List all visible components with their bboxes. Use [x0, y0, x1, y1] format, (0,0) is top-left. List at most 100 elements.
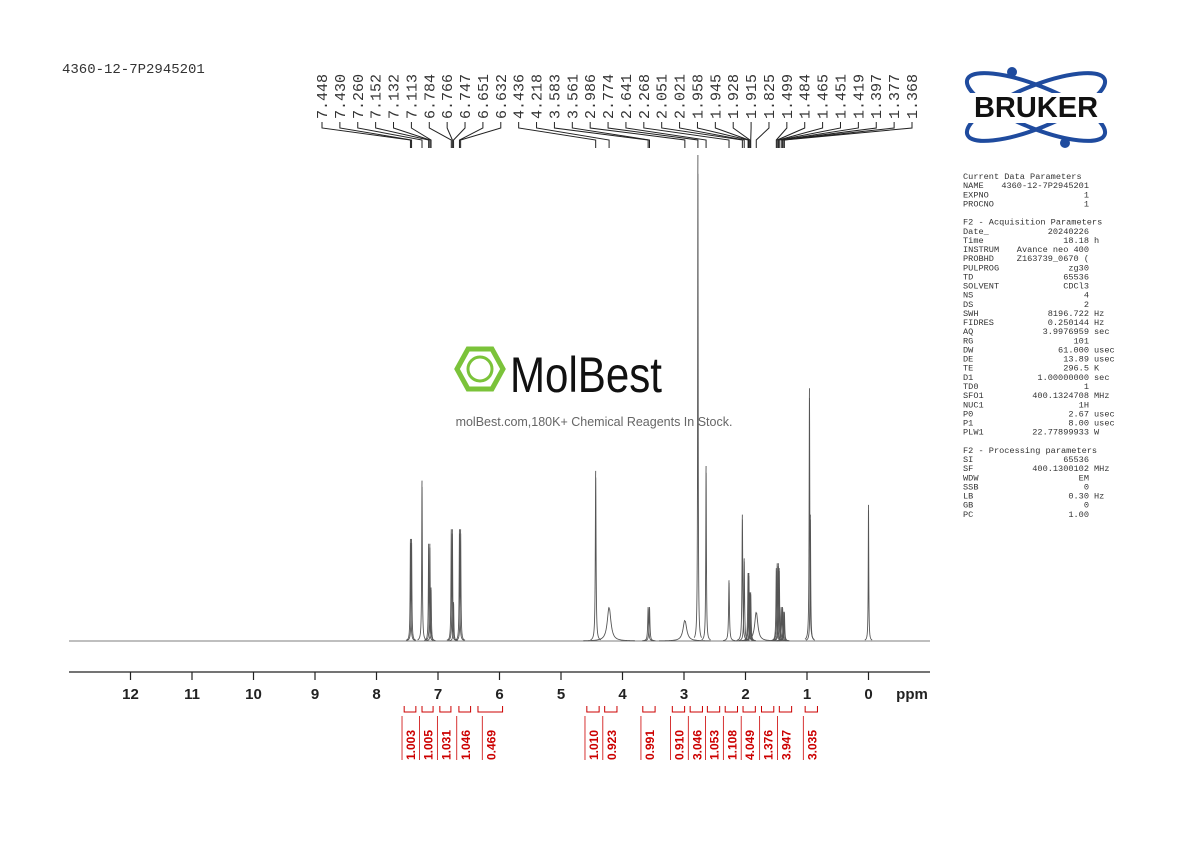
param-value: 400.1300102 — [1032, 464, 1089, 474]
peak-label: 3.583 — [547, 74, 564, 119]
peak-label: 2.051 — [655, 74, 672, 119]
peak-leader — [321, 122, 411, 148]
integral-label: 1.031 — [439, 730, 453, 760]
peak-label: 1.958 — [690, 74, 707, 119]
peak-label: 7.260 — [351, 74, 368, 119]
peak-label: 4.218 — [530, 74, 547, 119]
param-value: 20240226 — [1048, 227, 1089, 237]
param-value: 3.9976959 — [1043, 327, 1089, 337]
param-name: PROBHD — [963, 254, 994, 264]
peak-leader — [428, 122, 452, 148]
param-unit: MHz — [1094, 464, 1109, 474]
param-name: TE — [963, 364, 973, 374]
peak-leader — [339, 122, 413, 148]
peak-leader — [714, 122, 750, 148]
param-value: 4 — [1084, 291, 1089, 301]
x-tick-label: 1 — [803, 686, 811, 703]
param-section-title: F2 - Processing parameters — [963, 446, 1097, 456]
param-name: DW — [963, 345, 974, 355]
peak-leader — [607, 122, 699, 148]
param-value: 8.00 — [1068, 419, 1089, 429]
param-unit: usec — [1094, 419, 1115, 429]
peak — [406, 538, 417, 641]
param-name: AQ — [963, 327, 973, 337]
integral-label: 1.376 — [762, 730, 776, 760]
param-name: TD — [963, 272, 973, 282]
sample-id: 4360-12-7P2945201 — [62, 62, 205, 78]
param-value: Avance neo 400 — [1017, 245, 1089, 255]
param-name: D1 — [963, 373, 973, 383]
watermark-ring — [466, 355, 494, 383]
x-tick-label: 5 — [557, 686, 565, 703]
peak — [583, 606, 635, 642]
x-tick-label: 3 — [680, 686, 688, 703]
peak-label: 7.448 — [315, 74, 332, 119]
peak — [701, 466, 711, 641]
param-value: 4360-12-7P2945201 — [1001, 181, 1089, 191]
param-unit: usec — [1094, 345, 1115, 355]
param-unit: MHz — [1094, 391, 1109, 401]
peak-leader — [661, 122, 743, 148]
integral-bracket — [689, 706, 703, 713]
peak-label: 6.784 — [422, 74, 439, 119]
param-name: P0 — [963, 409, 973, 419]
param-value: 18.18 — [1063, 236, 1089, 246]
integral-bracket — [586, 706, 600, 713]
param-value: 1H — [1079, 400, 1089, 410]
param-name: DE — [963, 355, 973, 365]
integral-label: 3.947 — [779, 730, 793, 760]
param-value: 1 — [1084, 382, 1089, 392]
watermark-hexagon — [454, 346, 506, 392]
integral-label: 1.108 — [725, 730, 739, 760]
param-name: WDW — [963, 473, 979, 483]
peak-leader — [777, 122, 824, 148]
param-name: PLW1 — [963, 428, 984, 438]
watermark-tagline: molBest.com,180K+ Chemical Reagents In S… — [456, 415, 733, 429]
integral-label: 0.991 — [643, 730, 657, 760]
integral-label: 1.046 — [459, 730, 473, 760]
x-tick-label: 2 — [741, 686, 749, 703]
param-name: PC — [963, 510, 973, 520]
integral-label: 1.053 — [708, 730, 722, 760]
param-name: LB — [963, 492, 973, 502]
peak-leader — [536, 122, 610, 148]
param-name: PROCNO — [963, 199, 994, 209]
peak-label: 1.419 — [851, 74, 868, 119]
param-name: GB — [963, 501, 973, 511]
integral-bracket — [421, 706, 434, 713]
peak-label: 1.377 — [887, 74, 904, 119]
watermark-name: MolBest — [510, 347, 662, 403]
peak-label: 4.436 — [512, 74, 529, 119]
param-value: 101 — [1074, 336, 1089, 346]
param-name: SFO1 — [963, 391, 984, 401]
peak-leader — [518, 122, 597, 148]
peak-leader — [410, 122, 432, 148]
peak-label: 3.561 — [565, 74, 582, 119]
logo-dot — [1060, 138, 1070, 148]
peak — [779, 611, 790, 642]
peak — [805, 514, 815, 641]
param-value: Z163739_0670 ( — [1017, 254, 1089, 264]
peak — [405, 538, 416, 641]
logo-orbit — [964, 71, 1108, 143]
peak-label: 2.268 — [637, 74, 654, 119]
peak-leader — [783, 122, 895, 148]
integral-bracket — [477, 706, 504, 713]
peak-leader — [775, 122, 788, 148]
peak — [723, 580, 735, 642]
param-name: Date_ — [963, 227, 990, 237]
param-value: 8196.722 — [1048, 309, 1089, 319]
param-value: 0.250144 — [1048, 318, 1089, 328]
peak-leader — [460, 122, 502, 148]
peak-leader — [776, 122, 806, 148]
param-section-title: Current Data Parameters — [963, 172, 1082, 182]
peak-leader — [782, 122, 877, 148]
integral-label: 0.910 — [672, 730, 686, 760]
x-tick-label: 4 — [618, 686, 627, 703]
param-value: 0.30 — [1068, 492, 1089, 502]
param-value: zg30 — [1068, 263, 1089, 273]
param-section-title: F2 - Acquisition Parameters — [963, 218, 1102, 228]
peak-label: 1.397 — [869, 74, 886, 119]
